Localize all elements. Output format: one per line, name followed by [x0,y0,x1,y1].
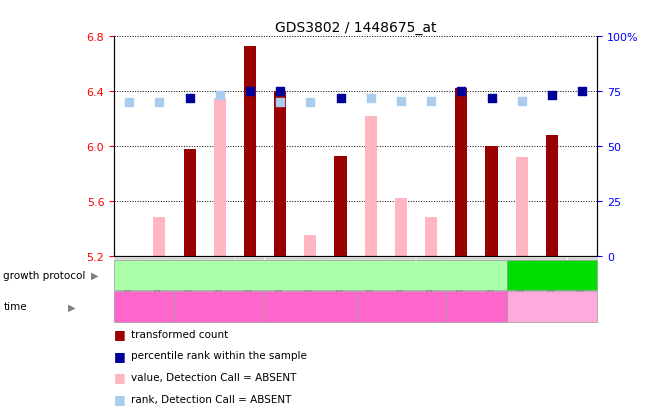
Point [184,95,195,102]
Bar [244,47,256,256]
Bar [305,235,317,256]
Point [456,88,467,95]
Text: 8 days: 8 days [292,301,329,312]
Bar [425,218,437,256]
Title: GDS3802 / 1448675_at: GDS3802 / 1448675_at [275,21,436,35]
Point [546,93,557,99]
Text: ■: ■ [114,349,126,362]
Point [275,88,286,95]
Text: n/a: n/a [543,301,561,312]
Text: ■: ■ [114,392,126,405]
Text: rank, Detection Call = ABSENT: rank, Detection Call = ABSENT [131,394,291,404]
Text: time: time [3,301,27,312]
Point [124,100,135,106]
Point [305,100,316,106]
Bar [456,89,468,256]
Text: value, Detection Call = ABSENT: value, Detection Call = ABSENT [131,372,296,382]
Point [517,98,527,105]
Text: control: control [531,269,572,282]
Text: ▶: ▶ [91,270,98,280]
Bar [395,199,407,256]
Text: percentile rank within the sample: percentile rank within the sample [131,351,307,361]
Point [426,98,437,105]
Text: DMSO: DMSO [293,269,328,282]
Point [486,95,497,102]
Point [577,88,588,95]
Text: ■: ■ [114,370,126,384]
Text: 10 days: 10 days [379,301,423,312]
Text: 4 days: 4 days [125,301,163,312]
Point [336,95,346,102]
Text: ▶: ▶ [68,301,76,312]
Bar [335,156,347,256]
Bar [274,92,287,256]
Point [396,98,407,105]
Bar [365,116,377,256]
Bar [546,136,558,256]
Point [154,100,165,106]
Text: transformed count: transformed count [131,329,228,339]
Text: 12 days: 12 days [454,301,499,312]
Bar [213,99,225,256]
Text: ■: ■ [114,328,126,341]
Text: 6 days: 6 days [201,301,238,312]
Bar [184,150,196,256]
Point [275,100,286,106]
Point [366,95,376,102]
Bar [154,218,166,256]
Text: growth protocol: growth protocol [3,270,86,280]
Bar [486,147,498,256]
Bar [516,158,528,256]
Point [245,88,256,95]
Point [215,93,225,99]
